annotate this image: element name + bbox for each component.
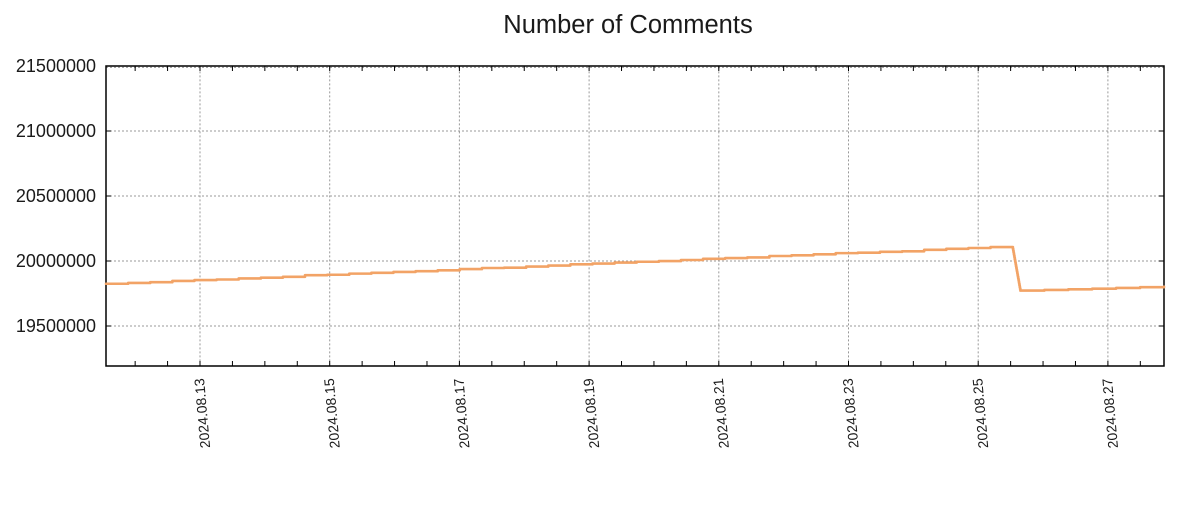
svg-text:20500000: 20500000 bbox=[16, 186, 96, 206]
svg-text:20000000: 20000000 bbox=[16, 251, 96, 271]
svg-text:21500000: 21500000 bbox=[16, 56, 96, 76]
svg-text:21000000: 21000000 bbox=[16, 121, 96, 141]
svg-text:19500000: 19500000 bbox=[16, 316, 96, 336]
svg-text:Number of Comments: Number of Comments bbox=[503, 11, 752, 39]
